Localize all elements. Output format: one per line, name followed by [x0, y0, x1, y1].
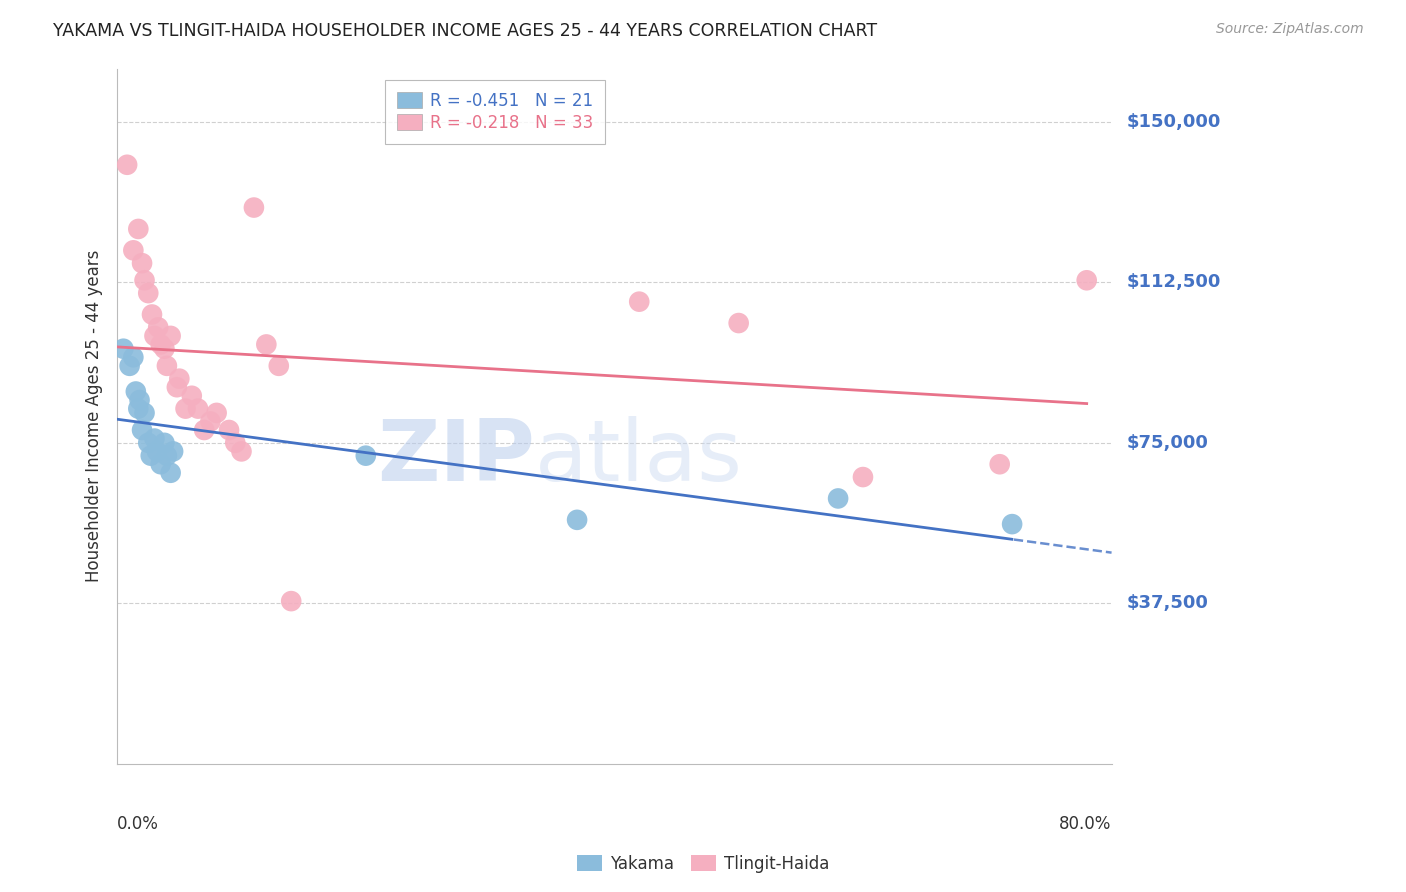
Point	[115, 158, 138, 172]
Point	[134, 406, 156, 420]
Point	[139, 449, 162, 463]
Point	[243, 201, 266, 215]
Point	[153, 435, 176, 450]
Text: 0.0%: 0.0%	[117, 815, 159, 833]
Point	[122, 244, 145, 258]
Text: YAKAMA VS TLINGIT-HAIDA HOUSEHOLDER INCOME AGES 25 - 44 YEARS CORRELATION CHART: YAKAMA VS TLINGIT-HAIDA HOUSEHOLDER INCO…	[53, 22, 877, 40]
Point	[156, 359, 179, 373]
Point	[218, 423, 240, 437]
Point	[153, 342, 176, 356]
Point	[159, 466, 181, 480]
Point	[131, 423, 153, 437]
Point	[141, 308, 163, 322]
Point	[174, 401, 197, 416]
Point	[127, 401, 149, 416]
Point	[148, 320, 170, 334]
Point	[280, 594, 302, 608]
Point	[143, 329, 166, 343]
Point	[149, 457, 172, 471]
Text: 80.0%: 80.0%	[1059, 815, 1112, 833]
Point	[134, 273, 156, 287]
Point	[205, 406, 228, 420]
Point	[852, 470, 875, 484]
Text: $37,500: $37,500	[1126, 594, 1208, 612]
Point	[125, 384, 148, 399]
Point	[128, 392, 150, 407]
Point	[1076, 273, 1098, 287]
Point	[727, 316, 749, 330]
Point	[180, 389, 202, 403]
Text: $75,000: $75,000	[1126, 434, 1208, 452]
Point	[149, 337, 172, 351]
Point	[224, 435, 246, 450]
Point	[565, 513, 588, 527]
Point	[136, 435, 159, 450]
Point	[827, 491, 849, 506]
Point	[1001, 517, 1024, 532]
Point	[200, 414, 222, 428]
Point	[354, 449, 377, 463]
Point	[988, 457, 1011, 471]
Point	[159, 329, 181, 343]
Text: $150,000: $150,000	[1126, 113, 1220, 131]
Point	[136, 286, 159, 301]
Point	[193, 423, 215, 437]
Point	[122, 351, 145, 365]
Point	[127, 222, 149, 236]
Point	[112, 342, 135, 356]
Point	[162, 444, 184, 458]
Point	[267, 359, 290, 373]
Y-axis label: Householder Income Ages 25 - 44 years: Householder Income Ages 25 - 44 years	[86, 250, 103, 582]
Point	[166, 380, 188, 394]
Point	[169, 372, 191, 386]
Point	[254, 337, 277, 351]
Point	[156, 449, 179, 463]
Text: $112,500: $112,500	[1126, 274, 1220, 292]
Point	[231, 444, 253, 458]
Point	[143, 432, 166, 446]
Legend: Yakama, Tlingit-Haida: Yakama, Tlingit-Haida	[569, 848, 837, 880]
Text: ZIP: ZIP	[377, 417, 534, 500]
Text: Source: ZipAtlas.com: Source: ZipAtlas.com	[1216, 22, 1364, 37]
Point	[187, 401, 209, 416]
Point	[628, 294, 651, 309]
Point	[118, 359, 141, 373]
Legend: R = -0.451   N = 21, R = -0.218   N = 33: R = -0.451 N = 21, R = -0.218 N = 33	[385, 80, 605, 144]
Point	[146, 444, 169, 458]
Point	[131, 256, 153, 270]
Text: atlas: atlas	[534, 417, 742, 500]
